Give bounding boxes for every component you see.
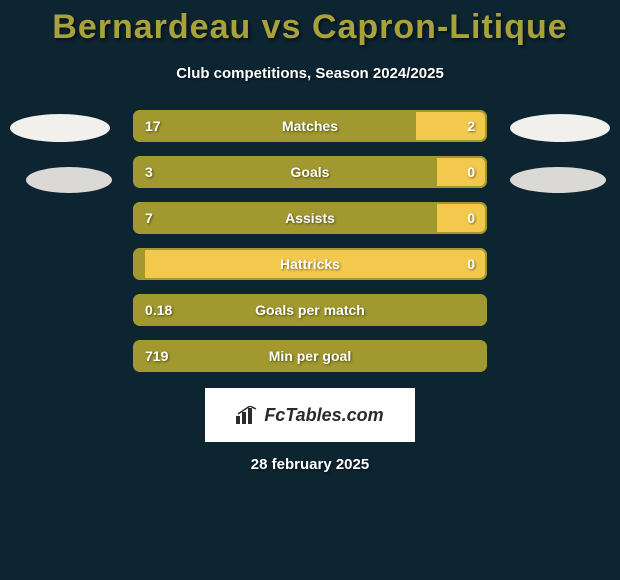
ellipse-top-left xyxy=(10,114,110,142)
stat-bar: 00Hattricks xyxy=(133,248,487,280)
stat-left-value: 0 xyxy=(133,248,145,280)
logo-chart-icon xyxy=(236,406,258,424)
stat-bar: 0.18Goals per match xyxy=(133,294,487,326)
comparison-chart: Bernardeau vs Capron-Litique Club compet… xyxy=(0,0,620,580)
stat-left-value: 0.18 xyxy=(133,294,475,326)
stat-right-value xyxy=(475,340,487,372)
stat-right-value: 0 xyxy=(437,156,487,188)
stat-bar: 70Assists xyxy=(133,202,487,234)
stat-right-value: 2 xyxy=(416,110,487,142)
ellipse-bottom-right xyxy=(510,167,606,193)
chart-date: 28 february 2025 xyxy=(0,456,620,473)
chart-subtitle: Club competitions, Season 2024/2025 xyxy=(0,65,620,82)
stats-area: 172Matches 30Goals 70Assists 00Hattricks 0.1… xyxy=(0,110,620,372)
stat-bars: 172Matches 30Goals 70Assists 00Hattricks 0.1… xyxy=(133,110,487,372)
stat-bar: 30Goals xyxy=(133,156,487,188)
stat-left-value: 3 xyxy=(133,156,437,188)
stat-left-value: 17 xyxy=(133,110,416,142)
ellipse-top-right xyxy=(510,114,610,142)
chart-title: Bernardeau vs Capron-Litique xyxy=(0,8,620,47)
stat-bar: 719Min per goal xyxy=(133,340,487,372)
stat-left-value: 7 xyxy=(133,202,437,234)
logo: FcTables.com xyxy=(205,388,415,442)
stat-right-value xyxy=(475,294,487,326)
stat-right-value: 0 xyxy=(437,202,487,234)
logo-text: FcTables.com xyxy=(264,405,383,426)
stat-left-value: 719 xyxy=(133,340,475,372)
ellipse-bottom-left xyxy=(26,167,112,193)
stat-right-value: 0 xyxy=(145,248,487,280)
stat-bar: 172Matches xyxy=(133,110,487,142)
